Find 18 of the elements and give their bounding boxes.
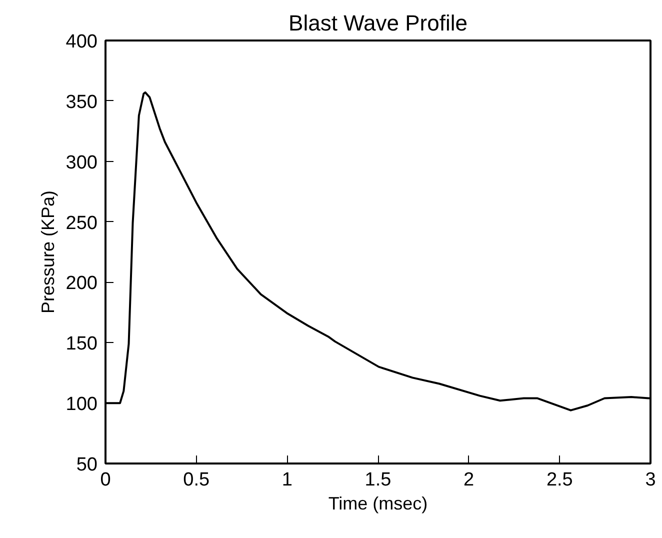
x-tick-label: 3: [645, 470, 656, 490]
y-tick-label: 50: [76, 454, 98, 476]
y-tick-label: 300: [66, 152, 98, 174]
y-tick-label: 350: [66, 92, 98, 113]
x-tick-label: 0.5: [183, 470, 210, 490]
y-tick-label: 150: [66, 334, 98, 355]
x-axis-title: Time (msec): [328, 494, 428, 514]
chart-title: Blast Wave Profile: [288, 10, 468, 36]
y-tick-label: 250: [66, 212, 98, 234]
x-tick-label: 0: [100, 470, 111, 490]
y-tick-label: 200: [66, 273, 98, 294]
y-axis-title: Pressure (KPa): [38, 190, 58, 314]
x-tick-label: 2: [464, 470, 474, 490]
y-tick-label: 400: [66, 32, 98, 52]
x-tick-label: 2.5: [546, 470, 573, 490]
x-tick-label: 1: [282, 470, 292, 490]
y-tick-label: 100: [66, 394, 98, 416]
x-tick-label: 1.5: [364, 470, 392, 490]
